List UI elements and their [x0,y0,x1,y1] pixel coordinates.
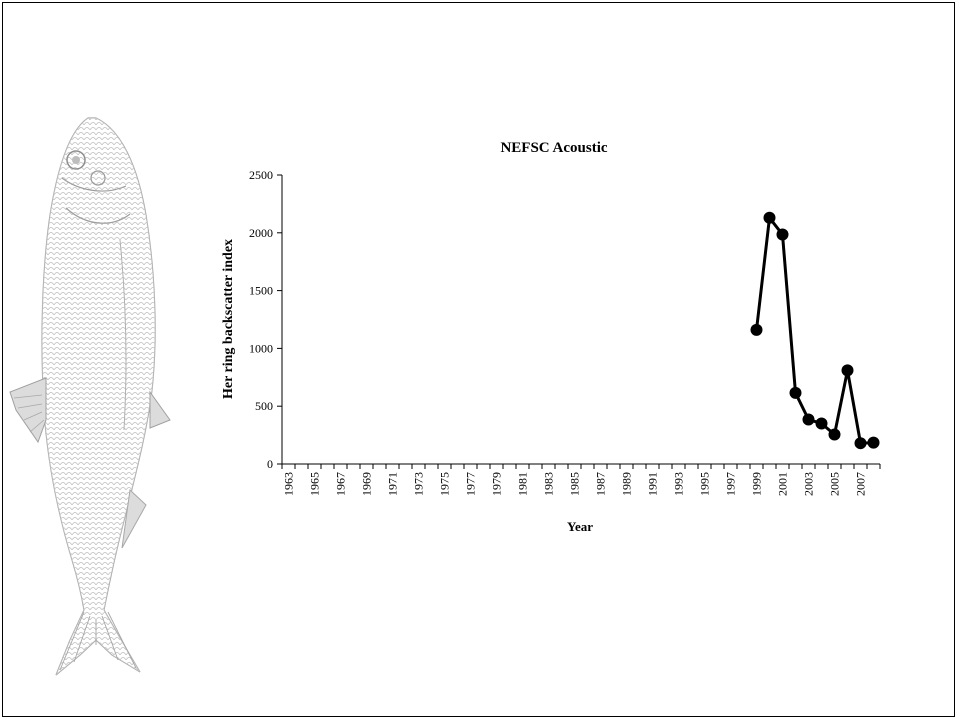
data-point [815,417,828,430]
chart-title: NEFSC Acoustic [500,140,607,156]
herring-fish-illustration [9,117,171,676]
series-group [750,211,880,450]
x-tick-label: 1999 [750,472,764,496]
data-point [789,386,802,399]
x-tick-label: 1979 [490,472,504,496]
y-tick-label: 1000 [249,341,273,355]
x-tick-label: 2001 [776,472,790,496]
x-tick-label: 1963 [282,472,296,496]
x-tick-label: 1995 [698,472,712,496]
y-tick-label: 1500 [249,284,273,298]
x-tick-label: 2007 [854,472,868,496]
x-tick-label: 1973 [412,472,426,496]
data-point [802,413,815,426]
x-tick-label: 1993 [672,472,686,496]
x-tick-label: 1971 [386,472,400,496]
x-tick-label: 1987 [594,472,608,496]
y-tick-label: 2500 [249,168,273,182]
x-tick-label: 1981 [516,472,530,496]
x-tick-label: 1985 [568,472,582,496]
data-point [841,364,854,377]
y-tick-label: 2000 [249,226,273,240]
x-tick-label: 1977 [464,472,478,496]
y-axis-ticks: 0 500 1000 1500 2000 2500 [249,168,282,471]
x-tick-label: 2005 [828,472,842,496]
y-tick-label: 500 [255,399,273,413]
x-tick-label: 1965 [308,472,322,496]
x-tick-label: 1969 [360,472,374,496]
x-tick-label: 1997 [724,472,738,496]
x-tick-label: 1989 [620,472,634,496]
data-point [763,211,776,224]
y-axis-label: Her ring backscatter index [221,239,236,399]
x-tick-label: 1967 [334,472,348,496]
x-tick-label: 1991 [646,472,660,496]
x-tick-label: 1983 [542,472,556,496]
x-axis-ticks: 1963 1965 1967 1969 1971 1973 1975 1977 1979 1981… [281,464,881,496]
data-point [867,436,880,449]
x-axis-label: Year [567,519,593,534]
data-point [776,228,789,241]
data-point [828,428,841,441]
y-tick-label: 0 [267,457,273,471]
x-tick-label: 2003 [802,472,816,496]
series-line [755,216,874,445]
x-tick-label: 1975 [438,472,452,496]
data-point [854,437,867,450]
data-point [750,323,763,336]
